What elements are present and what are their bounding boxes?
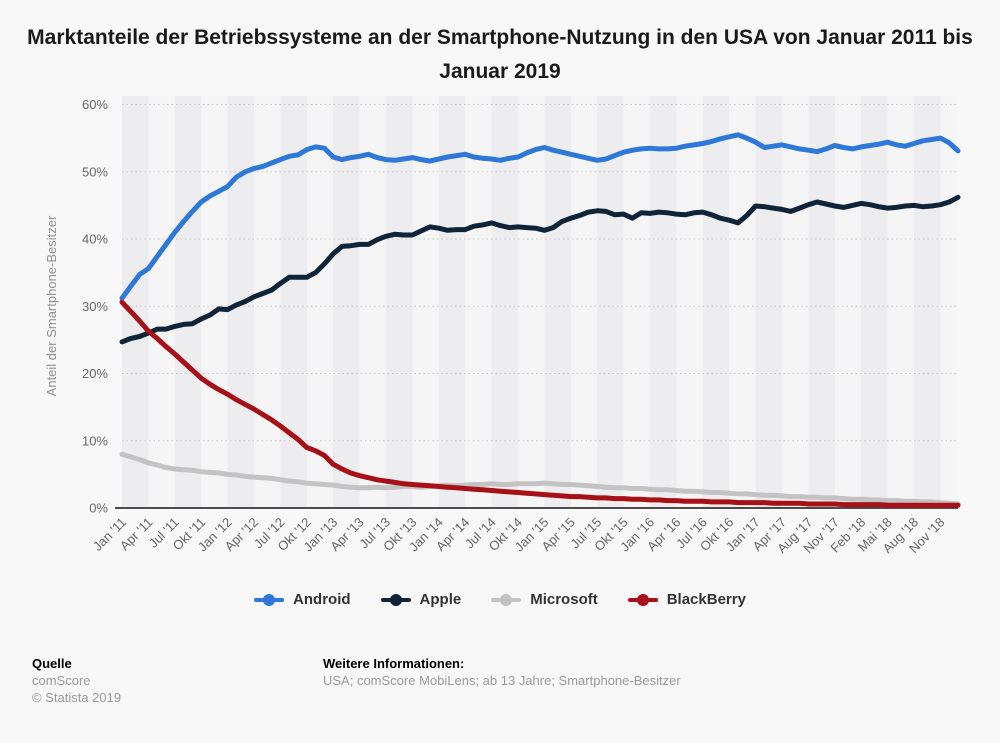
grid-band [333,96,360,508]
legend-item-microsoft[interactable]: Microsoft [491,591,598,608]
info-block: Weitere Informationen: USA; comScore Mob… [323,656,681,689]
grid-band [544,96,571,508]
y-tick-label: 40% [82,232,108,247]
y-axis-title: Anteil der Smartphone-Besitzer [44,215,59,396]
y-tick-label: 30% [82,299,108,314]
source-label: Quelle [32,656,72,671]
legend-item-blackberry[interactable]: BlackBerry [627,591,746,608]
legend-label: BlackBerry [666,591,746,608]
grid-band [650,96,677,508]
grid-band [438,96,466,508]
copyright: © Statista 2019 [32,690,122,705]
apple-line-marker-icon [380,593,411,606]
legend: Android Apple Microsoft BlackBerry [0,591,1000,608]
series-line-microsoft[interactable] [119,451,961,507]
legend-label: Microsoft [530,591,598,608]
grid-band [386,96,413,508]
series-line-apple[interactable] [119,194,961,345]
legend-label: Apple [419,591,462,608]
info-value: USA; comScore MobiLens; ab 13 Jahre; Sma… [323,673,681,688]
info-label: Weitere Informationen: [323,656,465,671]
source-value: comScore [32,673,91,688]
source-block: Quelle comScore © Statista 2019 [32,656,121,706]
grid-band [755,96,782,508]
grid-band [808,96,835,508]
grid-band [122,96,149,508]
y-tick-label: 10% [82,433,108,448]
chart-title: Marktanteile der Betriebssysteme an der … [27,26,973,83]
grid-band [174,96,202,508]
grid-band [702,96,730,508]
grid-band [914,96,941,508]
grid-band [597,96,624,508]
grid-band [491,96,518,508]
grid-band [280,96,307,508]
grid-band [861,96,888,508]
legend-item-apple[interactable]: Apple [380,591,462,608]
blackberry-line-marker-icon [627,593,658,606]
android-line-marker-icon [254,593,285,606]
legend-label: Android [293,591,351,608]
y-tick-label: 0% [89,501,108,516]
y-tick-label: 60% [82,97,108,112]
y-tick-label: 20% [82,366,108,381]
series-line-blackberry[interactable] [119,299,961,508]
microsoft-line-marker-icon [491,593,522,606]
series-line-android[interactable] [119,132,961,301]
legend-item-android[interactable]: Android [254,591,351,608]
y-tick-label: 50% [82,164,108,179]
